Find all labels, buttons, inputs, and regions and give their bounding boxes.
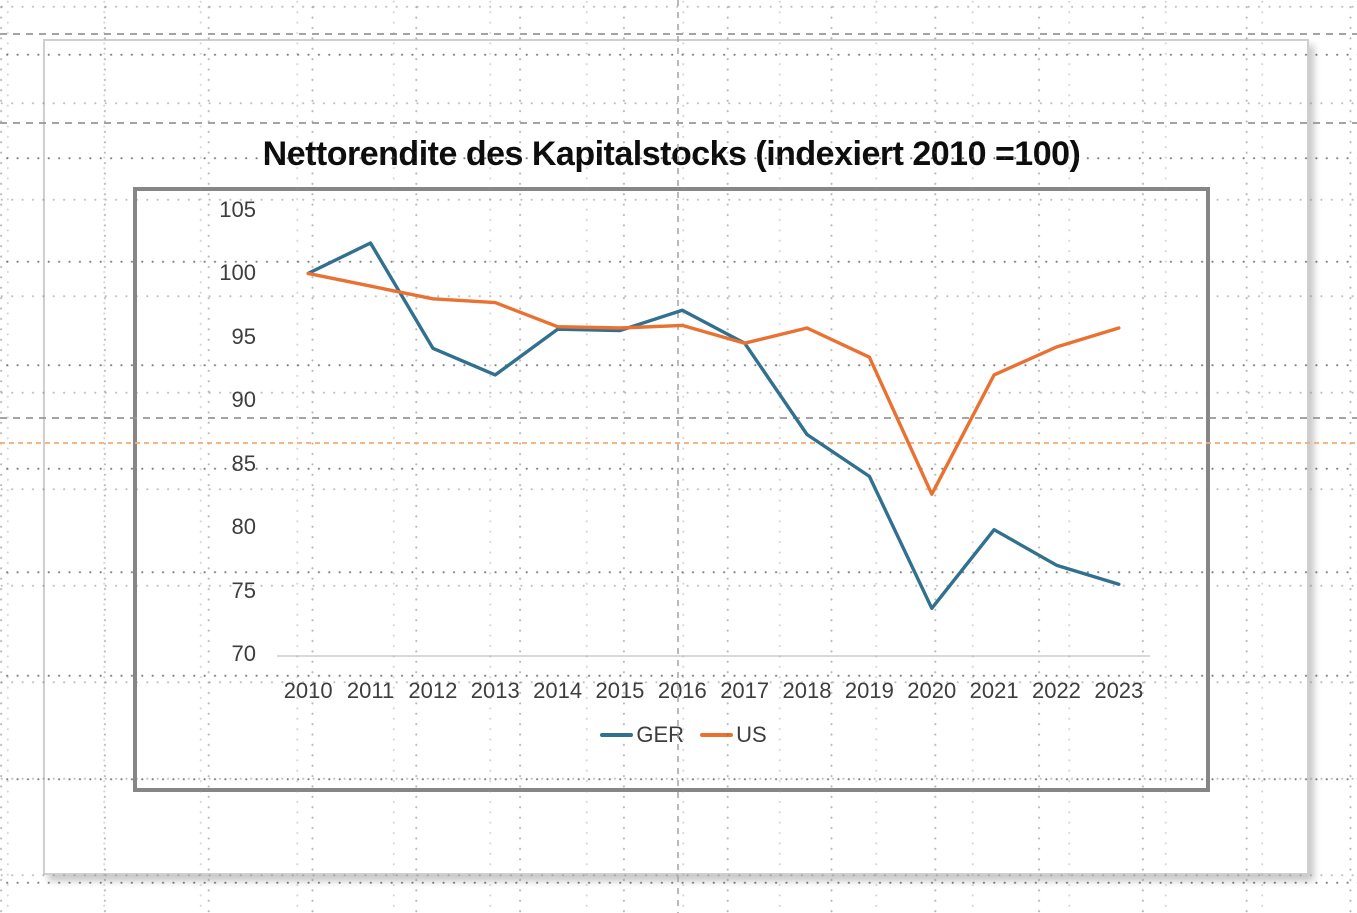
legend-label: GER [636,722,685,747]
chart-legend: GER US [145,722,1222,748]
chart-frame[interactable] [133,187,1210,792]
legend-item-us: US [700,722,767,748]
legend-item-ger: GER [600,722,684,748]
horizontal-guide-1[interactable] [0,33,1357,35]
legend-label: US [736,722,767,747]
legend-line-swatch-icon [700,733,734,737]
x-axis-line [277,655,1150,657]
legend-line-swatch-icon [600,733,634,737]
chart-title: Nettorendite des Kapitalstocks (indexier… [262,135,1081,173]
